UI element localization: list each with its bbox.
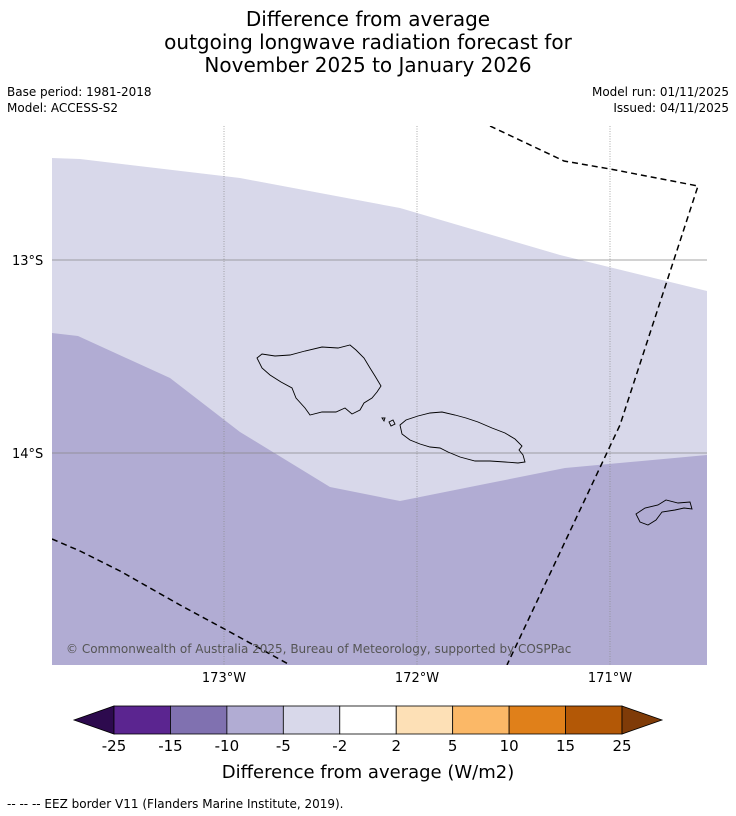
eez-border-east: [489, 126, 699, 665]
colorbar-tick-label: -5: [276, 737, 291, 755]
lon-label-171w: 171°W: [588, 671, 632, 686]
coastlines: [256, 344, 693, 526]
title-line-3: November 2025 to January 2026: [204, 53, 532, 77]
colorbar-box: [282, 705, 341, 735]
eez-border: [52, 126, 699, 665]
colorbar-boxes: [113, 705, 623, 735]
eez-border-southwest: [52, 538, 291, 665]
colorbar: -25 -15 -10 -5 -2 2 5 10 15 25: [72, 705, 664, 755]
colorbar-tick-label: 2: [391, 737, 401, 755]
colorbar-tick-label: -25: [102, 737, 127, 755]
colorbar-tick-label: -15: [158, 737, 183, 755]
colorbar-box: [395, 705, 454, 735]
colorbar-box: [113, 705, 171, 735]
title-line-2: outgoing longwave radiation forecast for: [164, 30, 572, 54]
lon-label-172w: 172°W: [395, 671, 439, 686]
colorbar-extend-high: [621, 705, 664, 735]
map-title: Difference from average outgoing longwav…: [0, 8, 736, 77]
tutuila-coastline: [635, 499, 693, 526]
apolima-coastline: [381, 417, 386, 423]
model-run: Model run: 01/11/2025: [591, 85, 729, 99]
colorbar-box: [170, 705, 228, 735]
colorbar-box: [565, 705, 623, 735]
colorbar-tick-label: 10: [500, 737, 519, 755]
map-area: © Commonwealth of Australia 2025, Bureau…: [52, 126, 707, 665]
title-line-1: Difference from average: [245, 7, 491, 31]
meta-right: Model run: 01/11/2025 Issued: 04/11/2025: [592, 84, 729, 116]
colorbar-tick-label: 5: [448, 737, 458, 755]
issued-date: Issued: 04/11/2025: [613, 101, 729, 115]
colorbar-tick-label: -10: [215, 737, 240, 755]
copyright-notice: © Commonwealth of Australia 2025, Bureau…: [66, 642, 571, 656]
colorbar-tick-label: 15: [556, 737, 575, 755]
meta-left: Base period: 1981-2018 Model: ACCESS-S2: [7, 84, 152, 116]
colorbar-box: [339, 705, 397, 735]
colorbar-label: Difference from average (W/m2): [221, 762, 515, 783]
savaii-coastline: [256, 344, 382, 416]
colorbar-box: [452, 705, 510, 735]
colorbar-tick-label: -2: [332, 737, 347, 755]
colorbar-box: [508, 705, 566, 735]
anomaly-fill-mid: [52, 333, 707, 665]
upolu-coastline: [399, 411, 526, 464]
gridlines: [52, 126, 707, 665]
base-period: Base period: 1981-2018: [7, 85, 152, 99]
model-name: Model: ACCESS-S2: [7, 101, 119, 115]
colorbar-extend-low: [72, 705, 115, 735]
lat-label-14s: 14°S: [12, 447, 43, 462]
colorbar-box: [226, 705, 284, 735]
lon-label-173w: 173°W: [202, 671, 246, 686]
lat-label-13s: 13°S: [12, 254, 43, 269]
manono-coastline: [388, 419, 396, 427]
colorbar-tick-labels: -25 -15 -10 -5 -2 2 5 10 15 25: [102, 737, 632, 755]
eez-footnote: -- -- -- EEZ border V11 (Flanders Marine…: [7, 797, 344, 811]
axis-labels: 13°S 14°S 173°W 172°W 171°W: [12, 254, 632, 686]
colorbar-tick-label: 25: [612, 737, 631, 755]
